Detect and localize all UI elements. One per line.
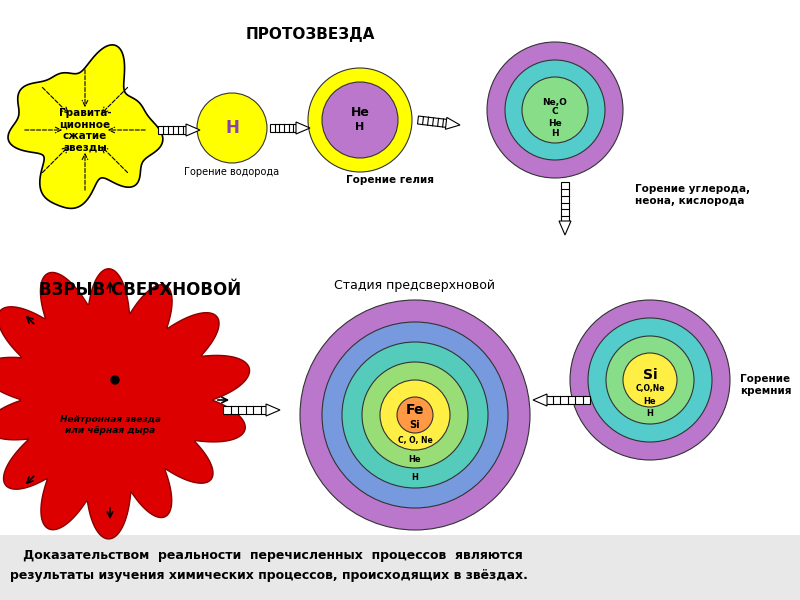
Polygon shape <box>0 269 250 539</box>
Text: Стадия предсверхновой: Стадия предсверхновой <box>334 278 495 292</box>
Circle shape <box>588 318 712 442</box>
Text: Fe: Fe <box>406 403 424 417</box>
Circle shape <box>308 68 412 172</box>
Text: C,O,Ne: C,O,Ne <box>635 383 665 392</box>
Polygon shape <box>296 122 310 134</box>
Circle shape <box>322 322 508 508</box>
Text: Гравита-
ционное
сжатие
звезды: Гравита- ционное сжатие звезды <box>58 107 111 152</box>
Polygon shape <box>559 221 571 235</box>
Circle shape <box>380 380 450 450</box>
Circle shape <box>570 300 730 460</box>
Text: ВЗРЫВ СВЕРХНОВОЙ: ВЗРЫВ СВЕРХНОВОЙ <box>39 281 241 299</box>
Polygon shape <box>158 126 188 134</box>
Circle shape <box>342 342 488 488</box>
Text: Si: Si <box>642 368 658 382</box>
Polygon shape <box>8 45 163 208</box>
Text: H: H <box>225 119 239 137</box>
Polygon shape <box>223 406 268 414</box>
Circle shape <box>505 60 605 160</box>
Circle shape <box>322 82 398 158</box>
Circle shape <box>197 93 267 163</box>
Circle shape <box>362 362 468 468</box>
Text: Горение
кремния: Горение кремния <box>740 374 791 396</box>
Polygon shape <box>186 124 200 136</box>
Polygon shape <box>446 118 460 130</box>
Circle shape <box>111 376 119 384</box>
Text: Горение гелия: Горение гелия <box>346 175 434 185</box>
Text: C, O, Ne: C, O, Ne <box>398 437 432 445</box>
Text: ПРОТОЗВЕЗДА: ПРОТОЗВЕЗДА <box>246 28 374 43</box>
Circle shape <box>522 77 588 143</box>
Polygon shape <box>533 394 547 406</box>
Bar <box>0 535 800 600</box>
Text: He: He <box>548 118 562 127</box>
Circle shape <box>300 300 530 530</box>
Text: Горение углерода,
неона, кислорода: Горение углерода, неона, кислорода <box>635 184 750 206</box>
Circle shape <box>397 397 433 433</box>
Polygon shape <box>545 396 590 404</box>
Text: H: H <box>646 409 654 419</box>
Polygon shape <box>266 404 280 416</box>
Polygon shape <box>270 124 298 132</box>
Polygon shape <box>561 182 569 223</box>
Polygon shape <box>418 116 449 128</box>
Circle shape <box>606 336 694 424</box>
Text: He: He <box>644 397 656 407</box>
Circle shape <box>623 353 677 407</box>
Text: результаты изучения химических процессов, происходящих в звёздах.: результаты изучения химических процессов… <box>10 569 528 581</box>
Text: Горение водорода: Горение водорода <box>185 167 279 177</box>
Text: He: He <box>409 455 422 463</box>
Text: H: H <box>551 130 559 139</box>
Text: Si: Si <box>410 420 420 430</box>
Text: C: C <box>552 107 558 116</box>
Text: H: H <box>411 473 418 481</box>
Text: He: He <box>350 107 370 119</box>
Text: Нейтронная звезда
или чёрная дыра: Нейтронная звезда или чёрная дыра <box>59 415 161 434</box>
Circle shape <box>487 42 623 178</box>
Text: Ne,O: Ne,O <box>542 97 567 107</box>
Text: Доказательством  реальности  перечисленных  процессов  являются: Доказательством реальности перечисленных… <box>10 548 522 562</box>
Text: H: H <box>355 122 365 132</box>
